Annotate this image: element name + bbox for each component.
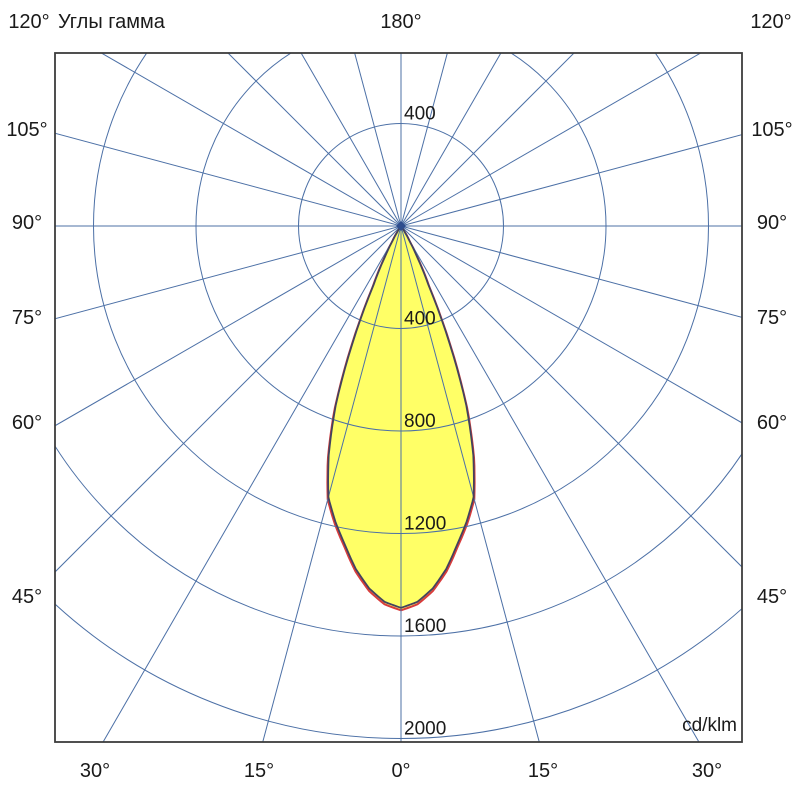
grid-radial-line bbox=[400, 53, 448, 227]
ring-value-label: 2000 bbox=[404, 719, 446, 740]
grid-radial-line bbox=[354, 53, 402, 227]
plot-frame bbox=[54, 52, 743, 743]
gamma-label-left: 105° bbox=[6, 119, 48, 141]
grid-radial-line bbox=[400, 53, 502, 227]
grid-radial-line bbox=[300, 53, 402, 227]
grid-radial-line bbox=[55, 225, 402, 320]
gamma-label-left: 75° bbox=[11, 307, 43, 329]
gamma-label-bottom: 0° bbox=[391, 760, 411, 782]
ring-value-label: 1200 bbox=[404, 514, 446, 535]
gamma-label-bottom: 15° bbox=[527, 760, 559, 782]
grid-radial-line bbox=[55, 225, 402, 573]
ring-value-label: 400 bbox=[404, 104, 436, 125]
ring-value-label: 800 bbox=[404, 411, 436, 432]
grid-radial-line bbox=[55, 225, 402, 427]
grid-radial-line bbox=[400, 53, 702, 227]
grid-radial-line bbox=[400, 134, 742, 227]
grid-radial-line bbox=[400, 225, 742, 318]
gamma-label-right: 60° bbox=[756, 412, 788, 434]
gamma-label-right: 90° bbox=[756, 212, 788, 234]
unit-label: cd/klm bbox=[682, 715, 737, 736]
gamma-label-right: 75° bbox=[756, 307, 788, 329]
gamma-label-right: 105° bbox=[751, 119, 793, 141]
gamma-label-bottom: 15° bbox=[243, 760, 275, 782]
center-marker bbox=[396, 221, 406, 231]
ring-value-label: 400 bbox=[404, 309, 436, 330]
grid-radial-line bbox=[400, 225, 742, 424]
gamma-label-bottom: 30° bbox=[691, 760, 723, 782]
gamma-label-right: 45° bbox=[756, 586, 788, 608]
gamma-label-top-center: 180° bbox=[380, 11, 422, 33]
gamma-label-left: 90° bbox=[11, 212, 43, 234]
grid-radial-line bbox=[400, 53, 575, 227]
grid-radial-line bbox=[262, 225, 402, 742]
grid-radial-line bbox=[400, 225, 700, 742]
beam-lobe-dark-curve bbox=[327, 224, 475, 609]
gamma-label-left: 60° bbox=[11, 412, 43, 434]
ring-value-label: 1600 bbox=[404, 616, 446, 637]
grid-radial-line bbox=[100, 53, 402, 227]
grid-radial-line bbox=[400, 225, 742, 568]
chart-title: Углы гамма bbox=[58, 11, 165, 33]
grid-radial-line bbox=[400, 225, 540, 742]
grid-radial-line bbox=[55, 132, 402, 227]
gamma-label-bottom: 30° bbox=[79, 760, 111, 782]
gamma-label-top-right: 120° bbox=[750, 11, 792, 33]
grid-radial-line bbox=[102, 225, 402, 742]
gamma-label-left: 45° bbox=[11, 586, 43, 608]
grid-radial-line bbox=[227, 53, 402, 227]
gamma-label-top-left: 120° bbox=[8, 11, 50, 33]
